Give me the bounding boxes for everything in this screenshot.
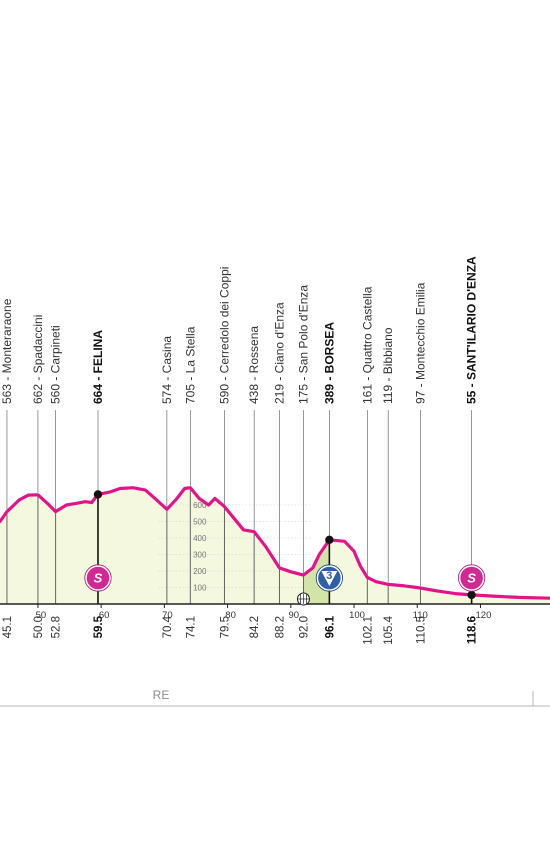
altitude-scale-label: 300 [193, 551, 207, 560]
waypoint-km-label: 96.1 [324, 615, 336, 638]
waypoint-km-label: 52.8 [51, 616, 63, 638]
profile-area [0, 487, 550, 604]
province-label: RE [153, 688, 170, 702]
waypoint-labels: 563 - Monteraraone 45.1 662 - Spadaccini 50… [0, 256, 479, 645]
waypoint-label: 560 - Carpineti [49, 325, 63, 404]
waypoint-km-label: 59.5 [93, 615, 105, 638]
sprint-badge [85, 565, 111, 591]
waypoint-km-label: 70.4 [162, 615, 174, 638]
x-tick-label: 100 [349, 610, 365, 621]
waypoint-label: 563 - Monteraraone [0, 298, 14, 404]
sprint-badge-ring [84, 564, 112, 592]
altitude-scale-label: 400 [193, 534, 207, 543]
x-tick-label: 90 [289, 610, 300, 621]
waypoint-km-label: 79.5 [219, 616, 231, 638]
waypoint-label: 574 - Casina [160, 336, 174, 404]
waypoint-km-label: 84.2 [249, 616, 261, 638]
waypoint-label: 662 - Spadaccini [31, 315, 45, 404]
altitude-scale-label: 600 [193, 501, 207, 510]
waypoint-label: 438 - Rossena [247, 326, 261, 404]
waypoint-km-label: 118.6 [467, 616, 479, 644]
x-tick-label: 120 [476, 610, 492, 621]
waypoint-label: 219 - Ciano d'Enza [272, 302, 286, 404]
badge-layer: S S 3 [84, 564, 486, 592]
waypoint-marker [467, 590, 476, 600]
waypoint-km-label: 105.4 [383, 615, 395, 644]
waypoint-label: 97 - Montecchio Emilia [413, 282, 427, 404]
waypoint-label: 664 - FELINA [91, 330, 105, 404]
sprint-badge-ring [458, 564, 486, 592]
x-tick-label: 70 [162, 610, 173, 621]
waypoint-km-label: 50.0 [33, 616, 45, 638]
altitude-scale-label: 200 [193, 567, 207, 576]
x-tick-label: 80 [225, 610, 236, 621]
waypoint-km-label: 74.1 [185, 616, 197, 638]
climb-category-badge-ring [315, 564, 343, 592]
waypoint-km-label: 88.2 [274, 616, 286, 638]
waypoint-label: 705 - La Stella [183, 326, 197, 404]
sprint-badge-label: S [94, 571, 103, 586]
altitude-scale-label: 100 [193, 584, 207, 593]
waypoint-km-label: 110.5 [415, 616, 427, 644]
x-tick-label: 110 [413, 610, 428, 621]
profile-area-layer [0, 487, 550, 604]
waypoint-label: 590 - Cerredolo dei Coppi [217, 267, 231, 404]
waypoint-marker [325, 535, 334, 545]
x-tick-label: 60 [99, 610, 110, 621]
province-strip: RE [0, 688, 550, 707]
waypoint-drop-lines [6, 410, 473, 604]
sprint-badge-label: S [467, 571, 476, 586]
waypoint-km-label: 92.0 [298, 616, 310, 638]
climb-category-label: 3 [326, 570, 332, 582]
altitude-scale-label: 500 [193, 518, 207, 527]
waypoint-label: 119 - Bibbiano [381, 327, 395, 404]
waypoint-label: 161 - Quattro Castella [360, 286, 374, 404]
waypoint-km-label: 45.1 [2, 616, 14, 638]
profile-line [0, 486, 550, 600]
waypoint-label: 55 - SANT'ILARIO D'ENZA [465, 256, 479, 404]
waypoint-label: 389 - BORSEA [322, 322, 336, 404]
distance-axis: 50 60 70 80 90 100 110 120 [0, 592, 550, 621]
waypoint-label: 175 - San Polo d'Enza [296, 285, 310, 404]
sprint-badge [458, 565, 485, 591]
waypoint-km-label: 102.1 [362, 616, 374, 645]
climb-category-triangle-icon [321, 571, 338, 586]
waypoint-marker [93, 490, 103, 499]
profile-line-layer [0, 486, 550, 600]
x-tick-label: 50 [36, 610, 47, 621]
